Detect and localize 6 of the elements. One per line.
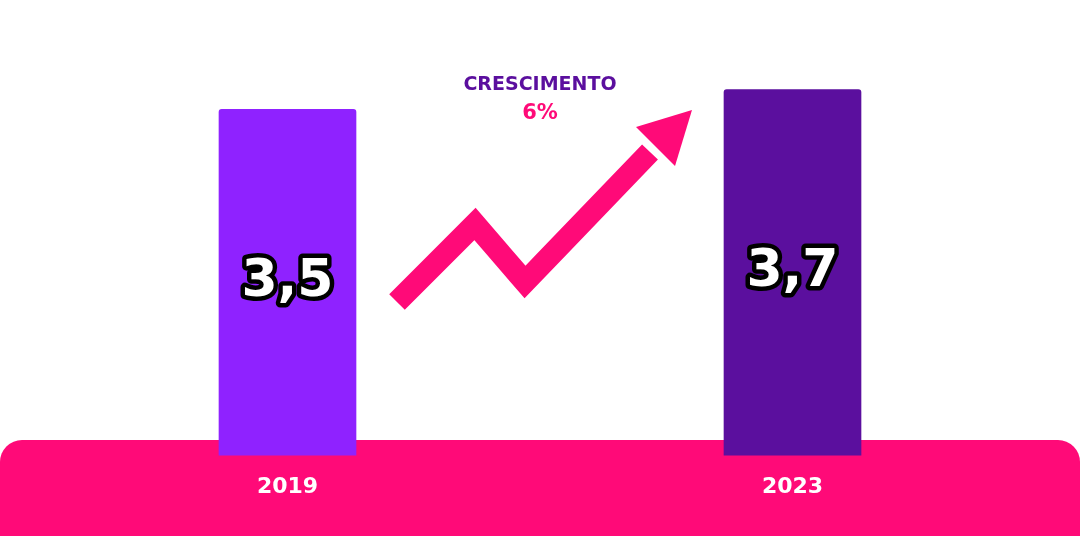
annotation: CRESCIMENTO	[462, 72, 618, 94]
x-tick-label: 2019	[256, 472, 319, 498]
data-label: 3,7	[746, 238, 839, 299]
x-tick-label: 2023	[761, 472, 824, 498]
annotation: 6%	[521, 100, 559, 124]
data-label: 3,5	[241, 248, 334, 309]
